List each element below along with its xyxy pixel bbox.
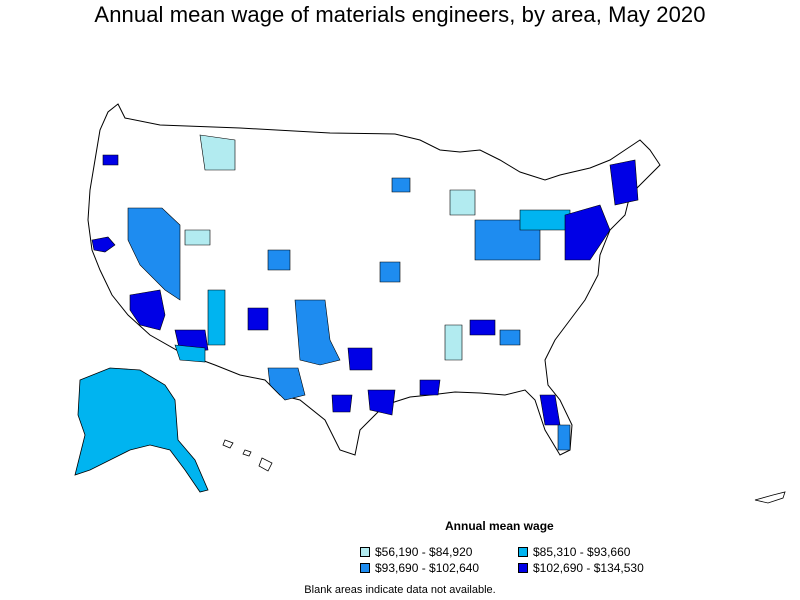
area-florida-south [557, 424, 571, 451]
hawaii-outline [222, 439, 786, 504]
area-dallas [347, 347, 373, 371]
area-tennessee [469, 319, 496, 336]
area-missouri [379, 261, 401, 283]
legend-label-3: $93,690 - $102,640 [375, 561, 480, 575]
area-albuquerque [247, 307, 269, 331]
us-contiguous-outline [87, 103, 661, 456]
area-san-antonio [331, 394, 353, 413]
area-georgia [499, 329, 521, 346]
area-northeast-corridor [564, 204, 611, 261]
legend-swatch-4 [518, 563, 528, 573]
legend-swatch-1 [360, 547, 370, 557]
area-michigan [449, 189, 476, 216]
legend-label-4: $102,690 - $134,530 [533, 561, 644, 575]
area-new-england [609, 159, 639, 206]
area-mississippi [444, 324, 463, 361]
footnote: Blank areas indicate data not available. [304, 584, 496, 596]
area-bay-area [91, 236, 116, 253]
area-southern-california [129, 289, 166, 331]
area-colorado [267, 249, 291, 271]
legend-item-1: $56,190 - $84,920 [360, 545, 472, 559]
area-texas-southwest [267, 367, 306, 401]
legend-swatch-2 [518, 547, 528, 557]
legend-item-2: $85,310 - $93,660 [518, 545, 630, 559]
alaska-outline [74, 367, 209, 493]
legend-label-1: $56,190 - $84,920 [375, 545, 473, 559]
area-west-texas [294, 299, 341, 366]
wage-area-shapes [91, 134, 639, 451]
legend-title: Annual mean wage [445, 519, 554, 533]
legend-item-3: $93,690 - $102,640 [360, 561, 479, 575]
area-utah [184, 229, 211, 246]
area-great-lakes [519, 209, 571, 231]
area-idaho [199, 134, 236, 171]
area-minnesota [391, 177, 411, 193]
area-new-mexico [207, 289, 226, 346]
map-title: Annual mean wage of materials engineers,… [94, 2, 706, 27]
legend-label-2: $85,310 - $93,660 [533, 545, 631, 559]
legend-swatch-3 [360, 563, 370, 573]
area-pacific-northwest [102, 154, 119, 166]
area-houston [367, 389, 396, 416]
area-louisiana [419, 379, 441, 396]
area-nevada [127, 207, 181, 301]
legend-item-4: $102,690 - $134,530 [518, 561, 644, 575]
area-arizona-south [174, 344, 206, 363]
